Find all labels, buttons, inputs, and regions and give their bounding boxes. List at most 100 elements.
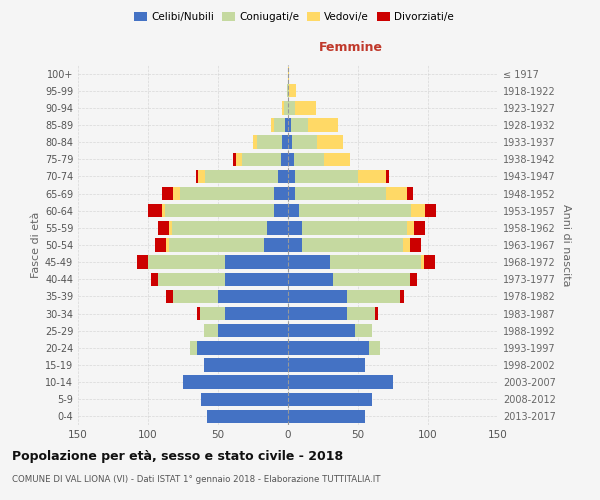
Bar (283, 101, 284, 114)
Bar (317, 136, 343, 149)
Bar (288, 324, 355, 338)
Y-axis label: Fasce di età: Fasce di età (31, 212, 41, 278)
Bar (204, 358, 288, 372)
Bar (369, 341, 380, 354)
Bar (284, 101, 288, 114)
Bar (288, 221, 302, 234)
Bar (288, 136, 292, 149)
Bar (197, 341, 288, 354)
Bar (278, 170, 288, 183)
Bar (271, 118, 274, 132)
Bar (386, 187, 407, 200)
Bar (158, 272, 225, 286)
Bar (242, 152, 281, 166)
Bar (253, 136, 257, 149)
Bar (162, 204, 165, 218)
Bar (180, 187, 274, 200)
Bar (288, 290, 347, 303)
Bar (375, 307, 377, 320)
Bar (288, 256, 330, 269)
Bar (424, 256, 435, 269)
Bar (274, 118, 285, 132)
Bar (169, 221, 172, 234)
Bar (292, 136, 317, 149)
Bar (172, 221, 267, 234)
Bar (183, 376, 288, 389)
Bar (414, 221, 425, 234)
Y-axis label: Anni di nascita: Anni di nascita (561, 204, 571, 286)
Bar (288, 410, 365, 423)
Bar (295, 187, 386, 200)
Bar (411, 204, 425, 218)
Bar (204, 324, 218, 338)
Bar (288, 101, 295, 114)
Bar (288, 118, 291, 132)
Bar (225, 256, 288, 269)
Bar (205, 170, 278, 183)
Bar (347, 307, 375, 320)
Bar (325, 152, 350, 166)
Bar (169, 238, 264, 252)
Legend: Celibi/Nubili, Coniugati/e, Vedovi/e, Divorziati/e: Celibi/Nubili, Coniugati/e, Vedovi/e, Di… (130, 8, 458, 26)
Bar (293, 152, 325, 166)
Bar (218, 324, 288, 338)
Bar (165, 204, 274, 218)
Bar (288, 67, 289, 80)
Bar (288, 187, 295, 200)
Bar (285, 118, 288, 132)
Bar (155, 238, 166, 252)
Bar (173, 290, 218, 303)
Bar (207, 410, 288, 423)
Bar (281, 152, 288, 166)
Bar (233, 152, 236, 166)
Text: Popolazione per età, sesso e stato civile - 2018: Popolazione per età, sesso e stato civil… (12, 450, 343, 463)
Bar (288, 170, 295, 183)
Text: COMUNE DI VAL LIONA (VI) - Dati ISTAT 1° gennaio 2018 - Elaborazione TUTTITALIA.: COMUNE DI VAL LIONA (VI) - Dati ISTAT 1°… (12, 475, 380, 484)
Bar (410, 238, 421, 252)
Bar (291, 118, 308, 132)
Bar (288, 392, 372, 406)
Bar (201, 392, 288, 406)
Bar (410, 272, 417, 286)
Bar (358, 170, 386, 183)
Bar (274, 187, 288, 200)
Bar (257, 136, 283, 149)
Bar (137, 256, 148, 269)
Bar (274, 204, 288, 218)
Bar (299, 204, 411, 218)
Bar (288, 84, 289, 98)
Bar (347, 290, 400, 303)
Text: Femmine: Femmine (319, 41, 383, 54)
Bar (162, 187, 173, 200)
Bar (288, 272, 333, 286)
Bar (403, 238, 410, 252)
Bar (199, 170, 205, 183)
Bar (288, 238, 302, 252)
Bar (236, 152, 242, 166)
Bar (330, 256, 421, 269)
Bar (196, 170, 199, 183)
Bar (400, 290, 404, 303)
Bar (288, 307, 347, 320)
Bar (288, 358, 365, 372)
Bar (148, 256, 225, 269)
Bar (267, 221, 288, 234)
Bar (197, 307, 200, 320)
Bar (283, 136, 288, 149)
Bar (166, 290, 173, 303)
Bar (151, 272, 158, 286)
Bar (386, 170, 389, 183)
Bar (173, 187, 180, 200)
Bar (425, 204, 436, 218)
Bar (355, 324, 372, 338)
Bar (288, 376, 393, 389)
Bar (166, 238, 169, 252)
Bar (218, 290, 288, 303)
Bar (302, 221, 407, 234)
Bar (407, 187, 413, 200)
Bar (288, 204, 299, 218)
Bar (264, 238, 288, 252)
Bar (225, 272, 288, 286)
Bar (302, 238, 403, 252)
Bar (289, 84, 296, 98)
